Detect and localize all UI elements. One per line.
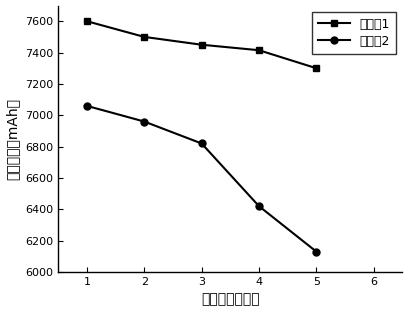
Line: 电池组1: 电池组1: [83, 18, 320, 72]
电池组2: [314, 250, 319, 254]
电池组1: [199, 43, 204, 46]
Y-axis label: 充电容量（mAh）: 充电容量（mAh）: [6, 98, 20, 180]
电池组1: [314, 66, 319, 70]
电池组1: [257, 48, 262, 52]
电池组1: [84, 19, 89, 23]
电池组2: [199, 142, 204, 145]
Line: 电池组2: 电池组2: [83, 102, 320, 255]
电池组2: [84, 104, 89, 108]
电池组2: [257, 204, 262, 208]
X-axis label: 循环次数（次）: 循环次数（次）: [201, 292, 259, 306]
电池组2: [142, 120, 147, 124]
电池组1: [142, 35, 147, 39]
Legend: 电池组1, 电池组2: 电池组1, 电池组2: [312, 12, 396, 54]
